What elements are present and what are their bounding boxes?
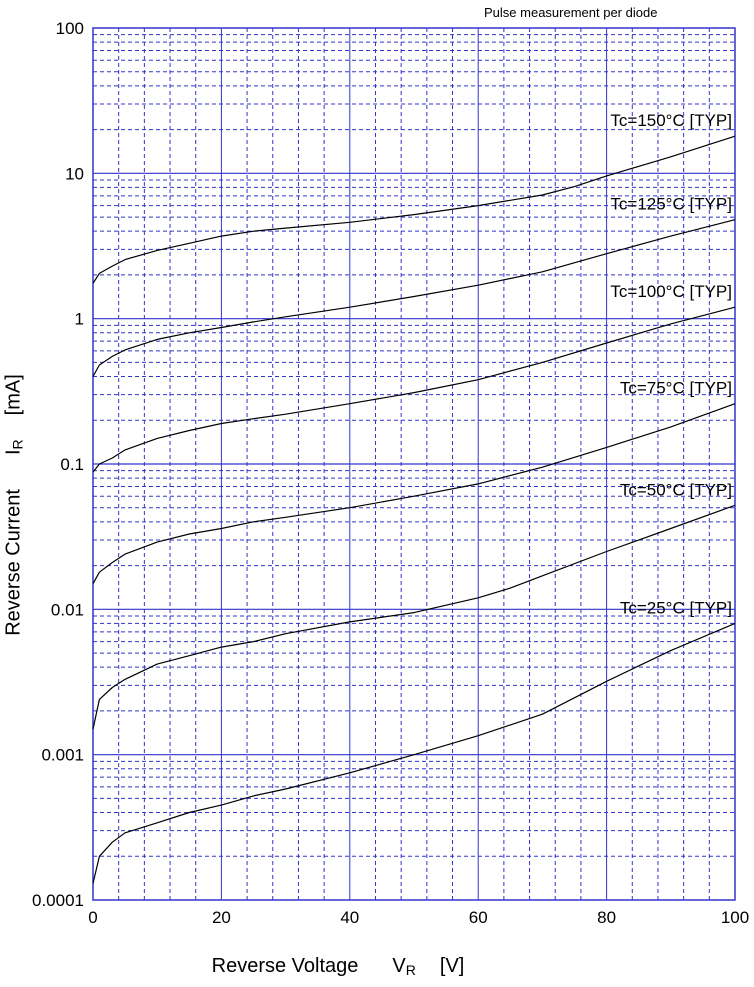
series-line [92,504,736,730]
x-tick-label: 100 [721,908,749,927]
plot-frame [92,27,736,901]
series-line [92,306,736,473]
series-label: Tc=150°C [TYP] [610,111,732,130]
series-line [92,622,736,884]
x-tick-label: 40 [340,908,359,927]
y-axis-symbol: I [2,449,25,456]
x-axis-symbol: V [392,955,406,977]
y-tick-label: 0.001 [41,746,84,765]
series-line [92,135,736,284]
x-axis-name: Reverse Voltage [211,955,359,977]
x-tick-label: 60 [469,908,488,927]
y-tick-label: 0.0001 [32,891,84,910]
y-tick-label: 1 [75,310,84,329]
series-label: Tc=50°C [TYP] [620,480,732,499]
series-line [92,219,736,377]
y-axis-symbol-subscript: R [9,439,26,450]
series-label: Tc=100°C [TYP] [610,282,732,301]
x-tick-label: 20 [212,908,231,927]
x-axis-unit: [V] [439,955,465,977]
y-axis-name: Reverse Current [2,489,25,636]
x-tick-label: 0 [88,908,97,927]
y-tick-label: 100 [56,19,84,38]
y-axis-unit: [mA] [2,374,25,416]
y-tick-label: 0.01 [51,600,84,619]
measurement-note: Pulse measurement per diode [484,5,658,20]
series-label: Tc=75°C [TYP] [620,379,732,398]
y-tick-label: 10 [65,164,84,183]
y-tick-label: 0.1 [60,455,84,474]
x-tick-label: 80 [597,908,616,927]
x-axis-symbol-subscript: R [405,962,416,978]
series-line [92,403,736,584]
x-axis-title: Reverse Voltage VR [V] [0,955,676,978]
series-label: Tc=25°C [TYP] [620,598,732,617]
series-label: Tc=125°C [TYP] [610,195,732,214]
